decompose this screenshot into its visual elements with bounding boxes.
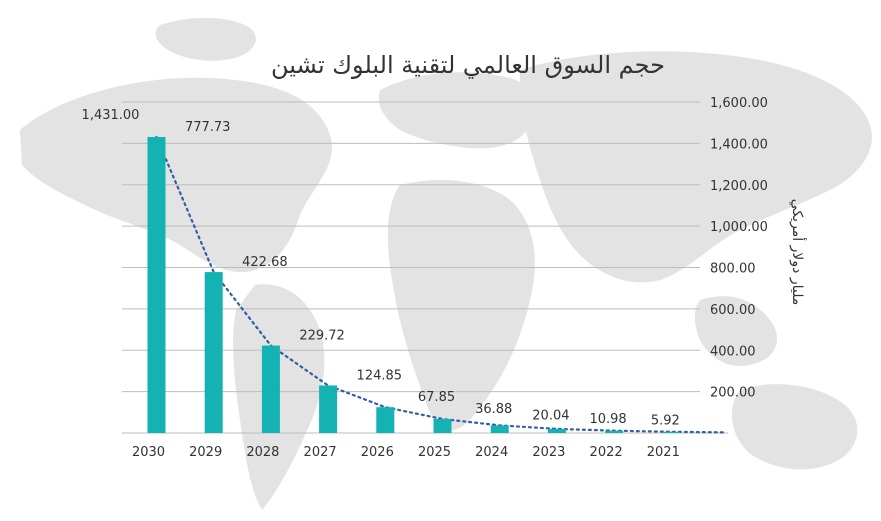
- trendline: [155, 135, 728, 434]
- data-label: 777.73: [185, 120, 231, 135]
- world-map-background: [20, 17, 872, 510]
- y-tick-label: 200.00: [710, 386, 756, 401]
- bar: [490, 425, 509, 433]
- data-label: 229.72: [299, 329, 345, 344]
- data-label: 10.98: [589, 412, 626, 427]
- trendline-layer: [155, 135, 728, 434]
- data-label: 124.85: [357, 368, 403, 383]
- x-axis-tick-labels: 2030 2029 2028 2027 2026 2025 2024 2023 2022 2021: [132, 445, 680, 460]
- data-label: 422.68: [242, 255, 288, 270]
- y-tick-label: 1,400.00: [710, 137, 768, 152]
- bar: [204, 272, 223, 433]
- data-label: 1,431.00: [82, 108, 140, 123]
- bars: [147, 136, 681, 434]
- x-tick-label: 2025: [418, 445, 451, 460]
- data-label: 5.92: [651, 414, 680, 429]
- data-label: 36.88: [475, 402, 512, 417]
- y-tick-label: 1,000.00: [710, 220, 768, 235]
- y-tick-label: 1,600.00: [710, 96, 768, 111]
- x-tick-label: 2030: [132, 445, 165, 460]
- y-tick-label: 400.00: [710, 344, 756, 359]
- x-tick-label: 2023: [532, 445, 565, 460]
- x-tick-label: 2022: [590, 445, 623, 460]
- x-tick-label: 2026: [361, 445, 394, 460]
- data-label: 20.04: [532, 408, 569, 423]
- x-tick-label: 2024: [475, 445, 508, 460]
- y-axis-tick-labels: 200.00 400.00 600.00 800.00 1,000.00 1,200.00…: [710, 96, 768, 401]
- bar: [547, 428, 566, 433]
- x-tick-label: 2021: [647, 445, 680, 460]
- x-tick-label: 2027: [304, 445, 337, 460]
- x-tick-label: 2028: [246, 445, 279, 460]
- bar: [376, 407, 395, 433]
- y-axis-title: مليار دولار أمريكي: [789, 199, 807, 305]
- bar: [433, 418, 452, 433]
- y-tick-label: 800.00: [710, 262, 756, 277]
- bar: [662, 431, 681, 433]
- bar: [605, 430, 624, 433]
- bar: [261, 345, 280, 433]
- x-tick-label: 2029: [189, 445, 222, 460]
- y-tick-label: 600.00: [710, 303, 756, 318]
- y-tick-label: 1,200.00: [710, 179, 768, 194]
- chart-title: حجم السوق العالمي لتقنية البلوك تشين: [271, 51, 665, 79]
- bar: [147, 136, 166, 434]
- data-label: 67.85: [418, 390, 455, 405]
- bar: [319, 385, 338, 433]
- data-labels: 1,431.00 777.73 422.68 229.72 124.85 67.85 36.…: [82, 108, 680, 429]
